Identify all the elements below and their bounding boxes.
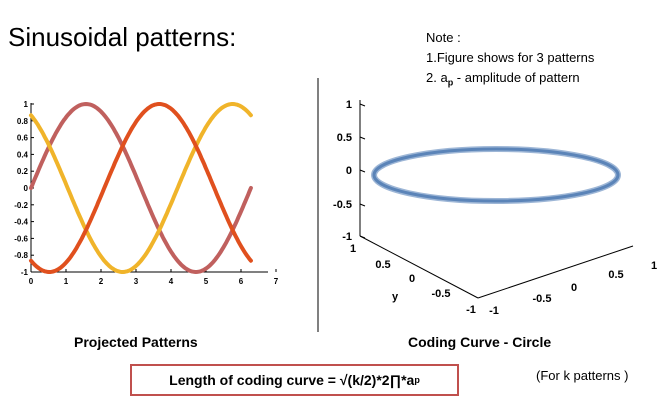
y3d-tick-label: -0.5 bbox=[432, 288, 451, 300]
z-tick-mark bbox=[359, 235, 366, 239]
sine-series bbox=[29, 101, 253, 275]
x-tick-label: 1 bbox=[64, 277, 69, 286]
note-box: Note : 1.Figure shows for 3 patterns 2. … bbox=[426, 28, 594, 93]
z-tick-label: 0.5 bbox=[337, 132, 352, 144]
x-tick-labels: 0 1 2 3 4 5 6 7 bbox=[29, 269, 279, 286]
y-tick-labels: 1 0.8 0.6 0.4 0.2 0 -0.2 -0.4 -0.6 -0.8 -1 bbox=[14, 100, 34, 277]
y-tick-label: -0.4 bbox=[14, 218, 28, 227]
caption-coding-curve: Coding Curve - Circle bbox=[408, 334, 552, 350]
y-tick-label: -1 bbox=[21, 268, 29, 277]
y3d-tick-label: -1 bbox=[466, 304, 476, 316]
x3d-tick-label: 0.5 bbox=[608, 269, 623, 281]
x-tick-label: 7 bbox=[274, 277, 279, 286]
z-tick-mark bbox=[359, 203, 366, 207]
z-tick-label: 0 bbox=[346, 165, 352, 177]
y-axis-3d bbox=[359, 235, 479, 299]
note-line-2: 2. ap - amplitude of pattern bbox=[426, 70, 580, 88]
y-tick-label: -0.2 bbox=[14, 201, 28, 210]
series-line-2 bbox=[29, 102, 253, 274]
coding-curve-circle-core bbox=[372, 147, 620, 203]
y-axis-label: y bbox=[392, 291, 399, 303]
x-tick-label: 0 bbox=[29, 277, 34, 286]
x-tick-label: 5 bbox=[204, 277, 209, 286]
x-tick-label: 2 bbox=[99, 277, 104, 286]
z-tick-mark bbox=[359, 169, 366, 173]
z-tick-label: -0.5 bbox=[333, 199, 352, 211]
z-tick-label: 1 bbox=[346, 99, 352, 111]
series-line-1 bbox=[29, 101, 253, 275]
formula-box: Length of coding curve = √(k/2)*2∏*a p bbox=[130, 364, 459, 396]
y-tick-label: 0.4 bbox=[17, 150, 29, 159]
z-tick-mark bbox=[359, 136, 366, 140]
x3d-tick-label: 1 bbox=[651, 260, 657, 272]
for-k-patterns-note: (For k patterns ) bbox=[536, 368, 629, 383]
y3d-tick-label: 0 bbox=[409, 273, 415, 285]
y-tick-label: 1 bbox=[24, 100, 29, 109]
x-axis-3d bbox=[477, 245, 634, 299]
y-tick-label: -0.6 bbox=[14, 234, 28, 243]
page-title: Sinusoidal patterns: bbox=[8, 22, 237, 52]
x-tick-label: 3 bbox=[134, 277, 139, 286]
formula-text: Length of coding curve = √(k/2)*2∏*a bbox=[169, 372, 415, 388]
x3d-tick-label: -0.5 bbox=[533, 293, 552, 305]
y-tick-label: -0.8 bbox=[14, 251, 28, 260]
series-line-3 bbox=[29, 102, 253, 274]
y-tick-label: 0.2 bbox=[17, 167, 29, 176]
y3d-tick-label: 1 bbox=[350, 243, 356, 255]
formula-subscript: p bbox=[414, 375, 420, 385]
y-tick-label: 0 bbox=[24, 184, 29, 193]
x-tick-label: 6 bbox=[239, 277, 244, 286]
y3d-tick-label: 0.5 bbox=[375, 259, 390, 271]
axis-tick-labels: 10.50-0.5-110.50-0.5-1y-1-0.500.51 bbox=[333, 99, 657, 317]
x-tick-label: 4 bbox=[169, 277, 174, 286]
caption-projected-patterns: Projected Patterns bbox=[74, 334, 198, 350]
note-heading: Note : bbox=[426, 30, 461, 45]
y-tick-label: 0.8 bbox=[17, 117, 29, 126]
z-tick-mark bbox=[359, 103, 366, 107]
y-tick-label: 0.6 bbox=[17, 134, 29, 143]
x3d-tick-label: -1 bbox=[489, 305, 499, 317]
x3d-tick-label: 0 bbox=[571, 282, 577, 294]
note-line-1: 1.Figure shows for 3 patterns bbox=[426, 50, 595, 65]
z-tick-label: -1 bbox=[342, 231, 352, 243]
